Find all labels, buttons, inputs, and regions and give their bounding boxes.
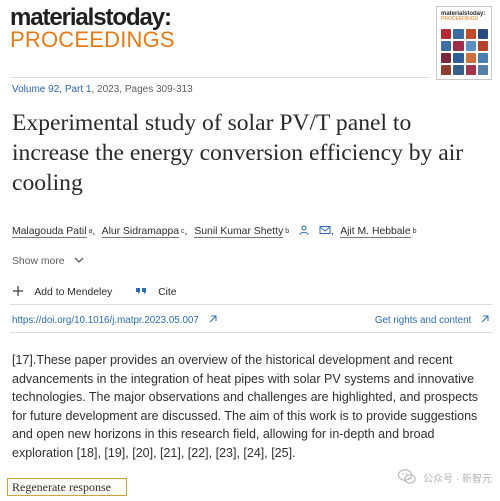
article-actions: Add to Mendeley Cite [12,285,312,301]
cover-tile [465,53,476,63]
metadata-divider [10,332,492,333]
doi-link[interactable]: https://doi.org/10.1016/j.matpr.2023.05.… [12,314,218,326]
external-link-icon [480,314,490,324]
cover-image-grid [441,29,488,75]
cover-tile [477,29,488,39]
author-separator: , [184,226,188,237]
cover-tile [441,29,452,39]
header-divider [10,77,430,78]
cover-logo-line-2: PROCEEDINGS [441,16,478,22]
author-name[interactable]: Alur Sidramappa [101,226,180,238]
cover-tile [477,65,488,75]
rights-label: Get rights and content [374,315,472,326]
author-affiliation: b [285,228,290,235]
email-icon[interactable] [319,225,331,235]
cover-tile [441,53,452,63]
cite-label: Cite [158,287,177,298]
wechat-watermark: 公众号 · 新智元 [397,468,492,486]
author-name[interactable]: Ajit M. Hebbale [340,226,411,238]
author-list: Malagouda Patil a, Alur Sidramappa c, Suni… [12,225,490,239]
plus-icon [12,285,24,297]
cover-tile [465,65,476,75]
show-more-toggle[interactable]: Show more [12,255,85,267]
author-affiliation: c [181,228,185,235]
actions-divider [10,304,492,305]
cover-tile [477,53,488,63]
journal-brand-bottom: PROCEEDINGS [10,27,175,52]
volume-rest: , 2023, Pages 309-313 [91,84,193,95]
article-title: Experimental study of solar PV/T panel t… [12,110,464,196]
cover-tile [441,41,452,51]
cover-logo-line-1: materialstoday: [441,11,486,17]
add-to-mendeley-button[interactable]: Add to Mendeley [12,285,112,298]
cover-tile [465,41,476,51]
author-name[interactable]: Sunil Kumar Shetty [194,226,284,238]
author-separator: , [92,226,96,237]
volume-link[interactable]: Volume 92, Part 1 [12,84,92,95]
cover-logo: materialstoday: PROCEEDINGS [441,11,486,22]
journal-brand[interactable]: materialstoday: PROCEEDINGS [10,6,220,54]
author-name[interactable]: Malagouda Patil [12,226,87,238]
cite-button[interactable]: Cite [135,285,177,298]
volume-info: Volume 92, Part 1, 2023, Pages 309-313 [12,84,193,95]
cover-tile [453,41,464,51]
chevron-down-icon [73,255,85,265]
cover-tile [465,29,476,39]
doi-label: https://doi.org/10.1016/j.matpr.2023.05.… [12,315,199,326]
journal-brand-top: materialstoday: [10,4,172,31]
person-icon[interactable] [298,225,310,236]
watermark-text: 公众号 · 新智元 [423,473,492,485]
rights-link[interactable]: Get rights and content [375,314,490,326]
cover-tile [453,53,464,63]
regenerate-response-button[interactable]: Regenerate response [7,478,127,496]
article-body-text: [17].These paper provides an overview of… [12,353,479,460]
wechat-icon [397,468,417,486]
author-affiliation: a [88,228,93,235]
cover-tile [453,29,464,39]
add-to-mendeley-label: Add to Mendeley [34,287,113,298]
cover-tile [441,65,452,75]
show-more-label: Show more [12,256,65,267]
external-link-icon [208,314,218,324]
author-separator: , [330,226,334,237]
cover-tile [477,41,488,51]
cover-tile [453,65,464,75]
author-affiliation: b [412,228,417,235]
quote-icon [135,285,147,297]
journal-cover-thumbnail[interactable]: materialstoday: PROCEEDINGS [436,6,492,80]
